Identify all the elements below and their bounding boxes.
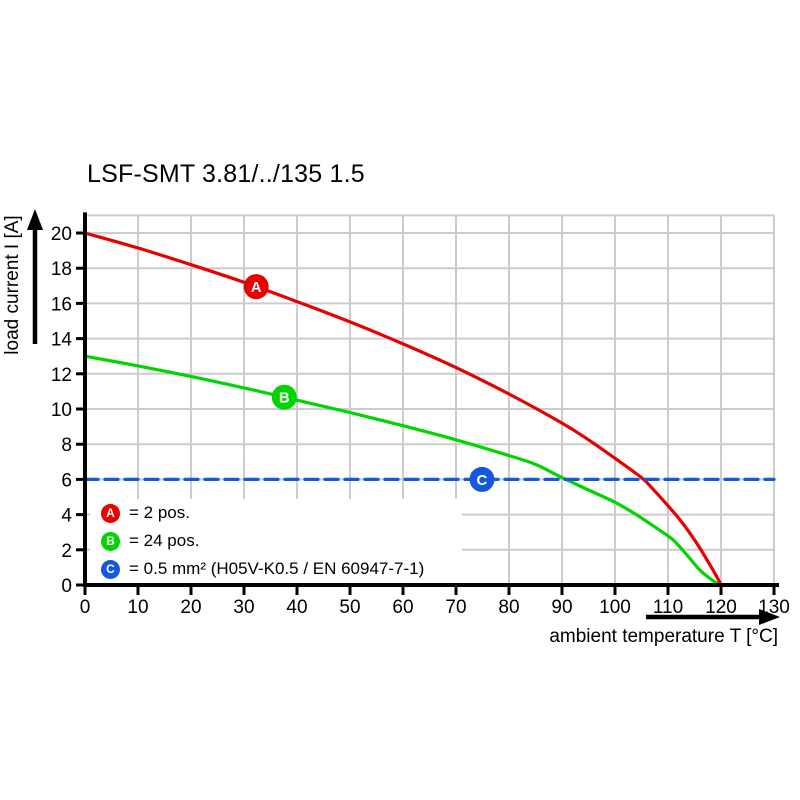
x-tick-label: 60	[392, 597, 413, 618]
series-c-badge: C	[101, 559, 120, 579]
x-tick-label: 90	[551, 597, 572, 618]
axes	[76, 212, 779, 595]
marker-a: A	[243, 274, 269, 300]
legend-item-a: A = 2 pos.	[101, 501, 462, 525]
y-tick-label: 12	[51, 365, 72, 386]
x-tick-label: 0	[80, 597, 91, 618]
x-tick-label: 80	[498, 597, 519, 618]
legend: A = 2 pos. B = 24 pos. C = 0.5 mm² (H05V…	[90, 499, 462, 583]
series-a-badge: A	[101, 503, 120, 523]
y-tick-label: 14	[51, 330, 73, 351]
svg-text:A: A	[251, 279, 262, 296]
legend-label-a: = 2 pos.	[129, 503, 190, 522]
svg-text:C: C	[477, 472, 488, 489]
y-tick-label: 8	[61, 435, 72, 456]
svg-text:B: B	[279, 390, 290, 407]
tick-labels: 0 10 20 30 40 50 60 70 80 90 100 110 120 130024681012…	[51, 224, 790, 618]
y-tick-label: 0	[61, 576, 72, 597]
x-axis-label: ambient temperature T [°C]	[549, 626, 778, 647]
series-b-curve	[83, 354, 723, 587]
x-tick-label: 70	[445, 597, 466, 618]
y-tick-label: 20	[51, 224, 72, 245]
x-tick-label: 120	[705, 597, 737, 618]
series-b-badge: B	[101, 531, 120, 551]
x-tick-label: 20	[180, 597, 201, 618]
curve-markers: A B C	[243, 274, 495, 492]
legend-item-c: C = 0.5 mm² (H05V-K0.5 / EN 60947-7-1)	[101, 557, 462, 581]
x-tick-label: 110	[653, 597, 683, 618]
x-tick-label: 100	[599, 597, 631, 618]
x-tick-label: 30	[233, 597, 254, 618]
x-tick-label: 50	[339, 597, 360, 618]
x-tick-label: 10	[127, 597, 148, 618]
chart-title: LSF-SMT 3.81/../135 1.5	[87, 160, 365, 188]
y-tick-label: 10	[51, 400, 72, 421]
marker-c: C	[469, 466, 495, 492]
y-tick-label: 6	[61, 470, 72, 491]
y-tick-label: 2	[61, 541, 72, 562]
marker-b: B	[271, 384, 297, 410]
y-axis-label: load current I [A]	[2, 215, 23, 355]
x-tick-label: 40	[286, 597, 307, 618]
axis-arrows	[27, 209, 780, 625]
y-tick-label: 16	[51, 294, 72, 315]
legend-label-c: = 0.5 mm² (H05V-K0.5 / EN 60947-7-1)	[129, 559, 425, 578]
y-tick-label: 18	[51, 259, 72, 280]
legend-label-b: = 24 pos.	[129, 531, 200, 550]
y-tick-label: 4	[61, 506, 72, 527]
legend-item-b: B = 24 pos.	[101, 529, 462, 553]
